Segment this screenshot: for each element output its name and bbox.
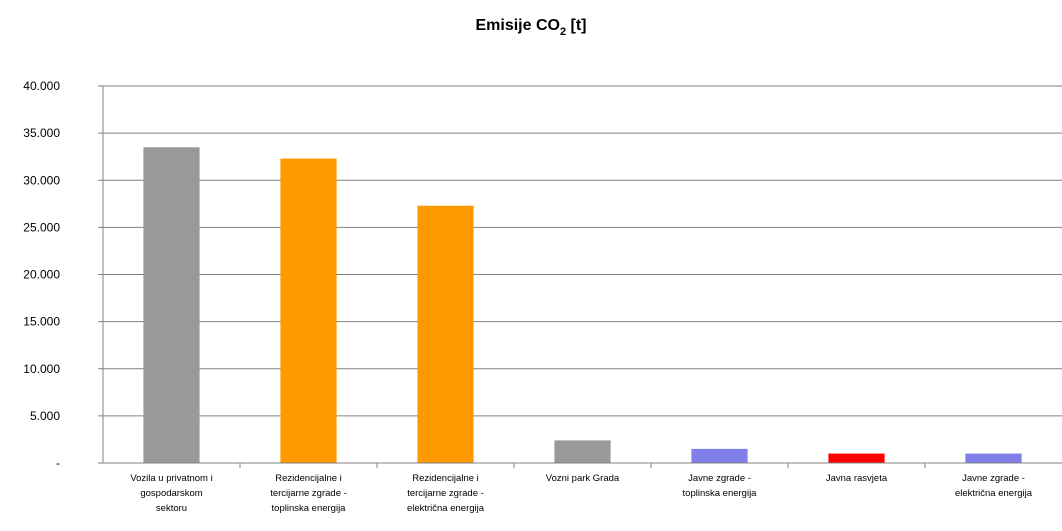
y-tick-label: 40.000 <box>23 79 60 93</box>
x-tick-label: Javne zgrade -toplinska energija <box>683 473 758 499</box>
x-tick-label: Rezidencijalne i tercijarne zgrade -topli… <box>270 473 347 514</box>
bars <box>143 147 1022 463</box>
chart-title: Emisije CO2 [t] <box>475 17 586 38</box>
axes <box>102 86 1062 468</box>
bar <box>691 448 748 463</box>
y-tick-label: 15.000 <box>23 315 60 329</box>
y-tick-label: 10.000 <box>23 362 60 376</box>
y-axis-ticks: - 5.000 10.000 15.000 20.000 25.000 30.000 35.0… <box>23 79 103 470</box>
x-tick-label: Vozila u privatnom i gospodarskom sektoru <box>130 473 212 514</box>
y-tick-label: 35.000 <box>23 126 60 140</box>
x-tick-label: Vozni park Grada <box>546 473 620 484</box>
y-tick-label: - <box>56 456 60 470</box>
gridlines <box>103 85 1062 417</box>
y-tick-label: 20.000 <box>23 268 60 282</box>
bar <box>828 453 885 463</box>
bar <box>280 158 337 463</box>
bar <box>417 205 474 463</box>
x-tick-label: Javne zgrade -električna energija <box>955 473 1033 499</box>
x-tick-label: Rezidencijalne i tercijarne zgrade -elekt… <box>407 473 485 514</box>
y-tick-label: 30.000 <box>23 173 60 187</box>
x-axis-labels: Vozila u privatnom i gospodarskom sektoru R… <box>130 473 1032 514</box>
y-tick-label: 5.000 <box>30 409 60 423</box>
bar <box>143 147 200 463</box>
x-tick-label: Javna rasvjeta <box>826 473 888 484</box>
bar <box>965 453 1022 463</box>
y-tick-label: 25.000 <box>23 220 60 234</box>
bar <box>554 440 611 463</box>
